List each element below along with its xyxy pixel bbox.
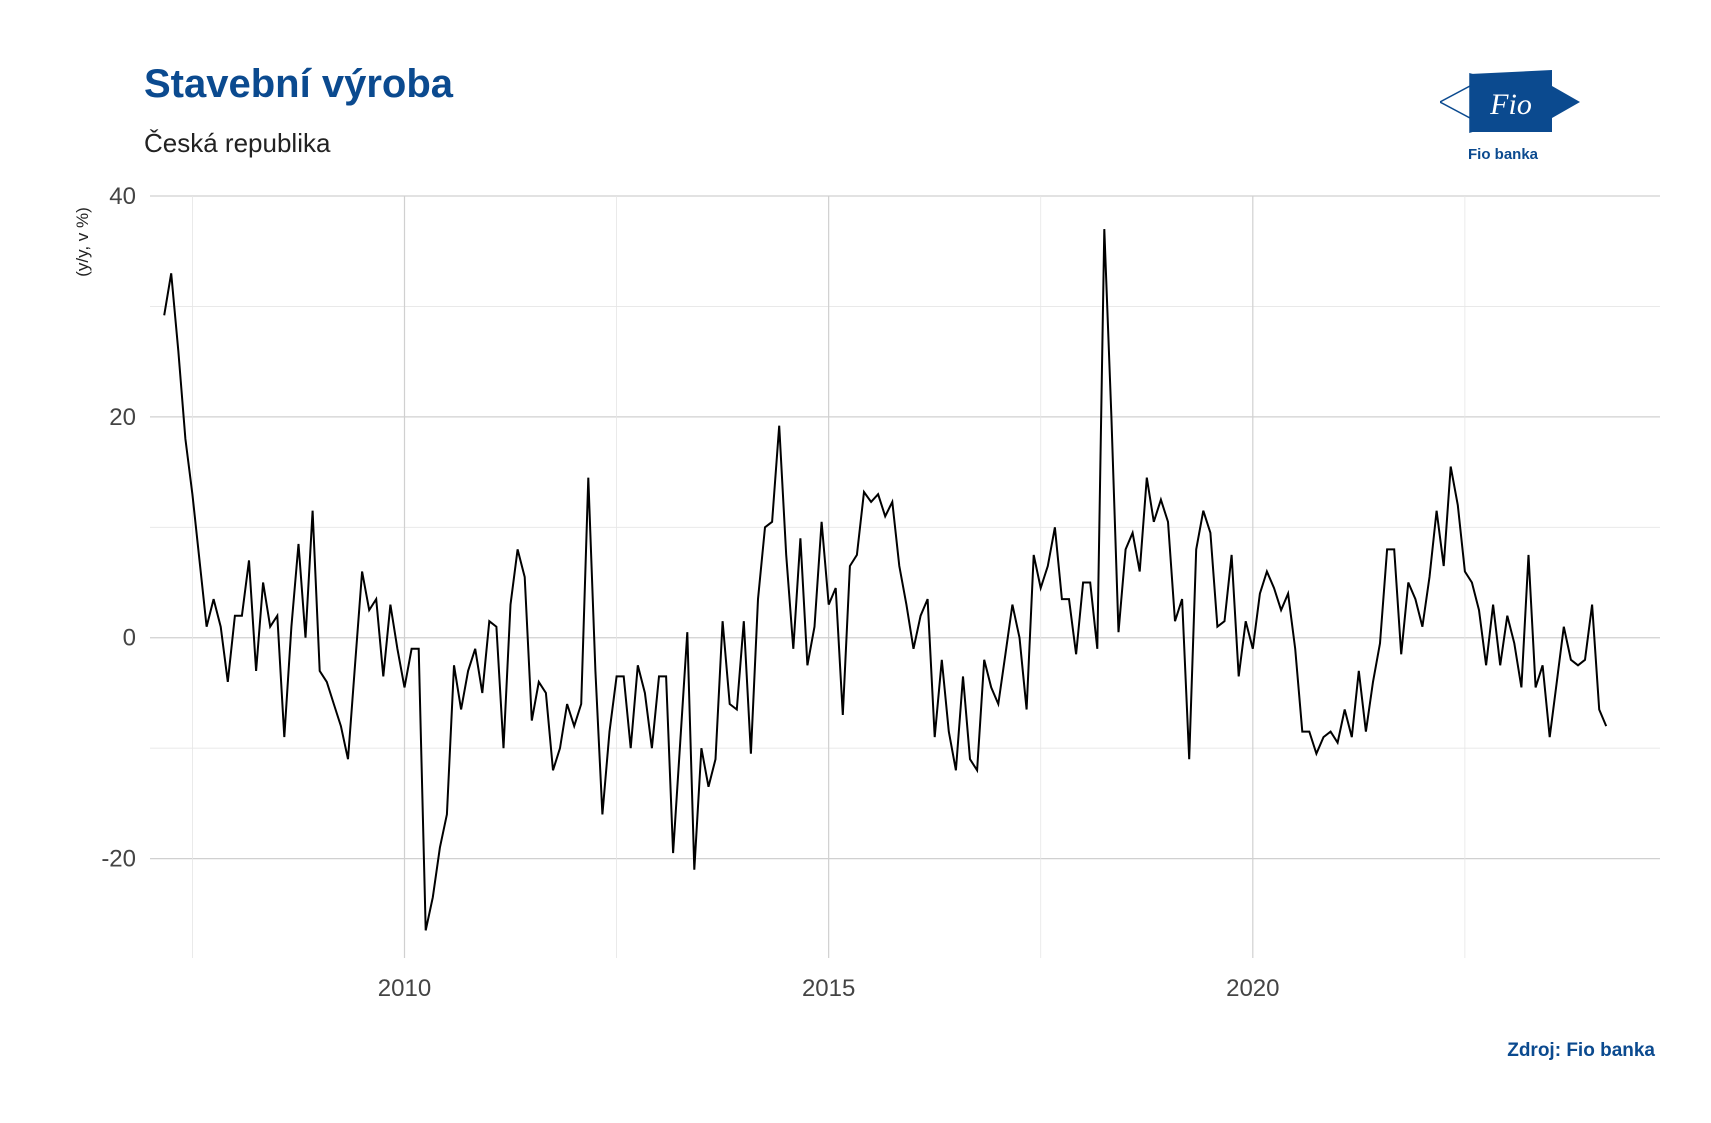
series-line — [163, 229, 1608, 931]
fio-logo-icon: Fio — [1438, 70, 1580, 134]
chart-title: Stavební výroba — [144, 62, 454, 106]
logo-mark: Fio — [1489, 88, 1532, 121]
y-tick-label: -20 — [101, 846, 136, 873]
source-note: Zdroj: Fio banka — [1507, 1040, 1655, 1061]
chart-grid — [150, 195, 1660, 958]
fio-logo: Fio — [1438, 70, 1580, 166]
x-tick-label: 2010 — [378, 975, 431, 1002]
x-axis-ticks: 2010 2015 2020 — [378, 975, 1280, 1002]
y-tick-label: 40 — [109, 183, 136, 210]
y-axis-ticks: -20 0 20 40 — [101, 183, 136, 873]
x-tick-label: 2015 — [802, 975, 855, 1002]
chart-subtitle: Česká republika — [144, 128, 331, 158]
x-tick-label: 2020 — [1226, 975, 1279, 1002]
y-axis-label: (y/y, v %) — [73, 207, 92, 277]
y-tick-label: 0 — [123, 625, 136, 652]
logo-text: Fio banka — [1468, 146, 1539, 163]
y-tick-label: 20 — [109, 404, 136, 431]
